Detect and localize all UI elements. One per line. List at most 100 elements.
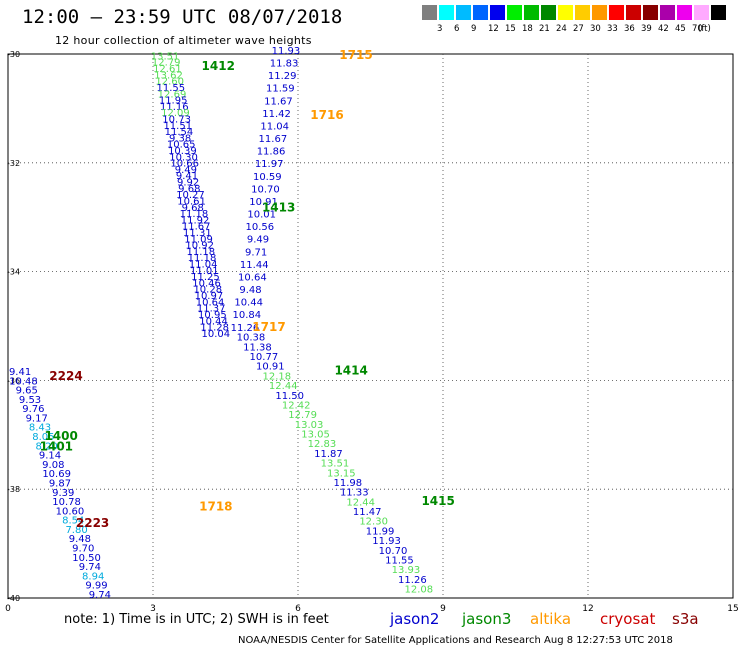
swh-value: 11.09 bbox=[184, 234, 213, 245]
legend-label: 21 bbox=[539, 24, 550, 34]
swh-value: 7.80 bbox=[65, 525, 87, 536]
swh-value: 11.16 bbox=[160, 102, 189, 113]
pass-label: 1413 bbox=[262, 200, 295, 214]
swh-value: 10.64 bbox=[238, 272, 267, 283]
swh-value: 8.43 bbox=[29, 423, 51, 434]
swh-value: 9.70 bbox=[72, 544, 94, 555]
swh-value: 11.18 bbox=[188, 253, 217, 264]
swh-value: 11.97 bbox=[255, 159, 284, 170]
swh-value: 12.79 bbox=[288, 410, 317, 421]
legend-swatch bbox=[456, 5, 471, 20]
swh-value: 12.60 bbox=[155, 77, 184, 88]
swh-value: 11.33 bbox=[340, 488, 369, 499]
legend-swatch bbox=[541, 5, 556, 20]
swh-value: 9.74 bbox=[89, 590, 111, 601]
swh-value: 9.41 bbox=[9, 367, 31, 378]
swh-value: 11.26 bbox=[231, 323, 260, 334]
swh-value: 11.38 bbox=[243, 342, 272, 353]
tick-label-lon: 0 bbox=[5, 604, 11, 614]
swh-value: 9.92 bbox=[177, 178, 199, 189]
swh-value: 11.95 bbox=[159, 96, 188, 107]
tick-label-lon: 12 bbox=[582, 604, 593, 614]
tick-label-lat: -32 bbox=[7, 159, 20, 168]
swh-value: 9.48 bbox=[69, 534, 91, 545]
legend-swatch bbox=[643, 5, 658, 20]
swh-value: 12.09 bbox=[161, 108, 190, 119]
pass-label: 1716 bbox=[310, 108, 343, 122]
swh-value: 9.68 bbox=[182, 203, 204, 214]
legend-label: 36 bbox=[624, 24, 635, 34]
legend-label: 3 bbox=[437, 24, 443, 34]
swh-value: 8.05 bbox=[32, 432, 54, 443]
tick-label-lat: -38 bbox=[7, 485, 20, 494]
tick-label-lat: -36 bbox=[7, 376, 20, 385]
swh-value: 13.51 bbox=[151, 51, 180, 62]
swh-value: 9.48 bbox=[239, 285, 261, 296]
swh-value: 8.94 bbox=[82, 571, 104, 582]
swh-value: 10.50 bbox=[72, 553, 101, 564]
swh-value: 13.93 bbox=[392, 565, 421, 576]
legend-label: 70 bbox=[692, 24, 703, 34]
swh-value: 11.25 bbox=[191, 272, 220, 283]
pass-label: 1400 bbox=[44, 429, 77, 443]
legend-cryosat: cryosat bbox=[600, 610, 656, 628]
swh-value: 11.67 bbox=[264, 96, 293, 107]
swh-value: 11.83 bbox=[270, 59, 299, 70]
swh-value: 9.87 bbox=[49, 478, 71, 489]
swh-value: 10.70 bbox=[379, 546, 408, 557]
swh-value: 11.18 bbox=[187, 247, 216, 258]
swh-value: 10.70 bbox=[251, 184, 280, 195]
swh-value: 13.51 bbox=[321, 459, 350, 470]
swh-value: 9.49 bbox=[175, 165, 197, 176]
legend-jason2: jason2 bbox=[390, 610, 440, 628]
swh-value: 10.44 bbox=[199, 316, 228, 327]
swh-value: 12.44 bbox=[269, 381, 298, 392]
swh-value: 10.60 bbox=[56, 506, 85, 517]
legend-label: 42 bbox=[658, 24, 669, 34]
swh-value: 9.76 bbox=[22, 404, 44, 415]
swh-value: 12.69 bbox=[158, 89, 187, 100]
swh-value: 11.04 bbox=[260, 121, 289, 132]
legend-label: 45 bbox=[675, 24, 686, 34]
swh-value: 10.61 bbox=[177, 196, 206, 207]
swh-value: 9.74 bbox=[79, 562, 101, 573]
legend-label: 33 bbox=[607, 24, 618, 34]
swh-value: 12.30 bbox=[359, 517, 388, 528]
swh-value: 11.37 bbox=[197, 304, 226, 315]
legend-swatch bbox=[422, 5, 437, 20]
swh-value: 11.44 bbox=[240, 260, 269, 271]
swh-value: 10.59 bbox=[253, 172, 282, 183]
swh-value: 9.65 bbox=[16, 386, 38, 397]
pass-label: 1718 bbox=[199, 500, 232, 514]
swh-value: 11.29 bbox=[268, 71, 297, 82]
swh-value: 10.64 bbox=[196, 297, 225, 308]
track-jason2-2224: 9.4110.489.659.539.769.178.438.058.209.1… bbox=[9, 367, 111, 601]
swh-value: 13.15 bbox=[327, 468, 356, 479]
swh-value: 10.69 bbox=[42, 469, 71, 480]
swh-value: 11.87 bbox=[314, 449, 343, 460]
swh-value: 11.26 bbox=[398, 575, 427, 586]
swh-value: 10.28 bbox=[193, 285, 222, 296]
pass-label: 1715 bbox=[339, 48, 372, 62]
swh-value: 9.53 bbox=[19, 395, 41, 406]
map-frame bbox=[7, 53, 734, 599]
swh-value: 9.08 bbox=[42, 460, 64, 471]
swh-value: 11.50 bbox=[275, 391, 304, 402]
legend-unit: (ft) bbox=[698, 24, 711, 34]
swh-value: 9.39 bbox=[52, 488, 74, 499]
swh-value: 12.79 bbox=[152, 58, 181, 69]
pass-label: 2224 bbox=[49, 369, 82, 383]
legend-s3a: s3a bbox=[672, 610, 699, 628]
swh-value: 11.18 bbox=[180, 209, 209, 220]
swh-value: 11.51 bbox=[163, 121, 192, 132]
map-subtitle: 12 hour collection of altimeter wave hei… bbox=[55, 34, 312, 47]
swh-value: 10.91 bbox=[249, 197, 278, 208]
legend-swatch bbox=[660, 5, 675, 20]
legend-label: 15 bbox=[505, 24, 516, 34]
swh-value: 12.42 bbox=[282, 400, 311, 411]
swh-value: 9.38 bbox=[169, 133, 191, 144]
swh-value: 12.08 bbox=[405, 585, 434, 596]
legend-label: 18 bbox=[522, 24, 533, 34]
swh-value: 12.61 bbox=[153, 64, 182, 75]
